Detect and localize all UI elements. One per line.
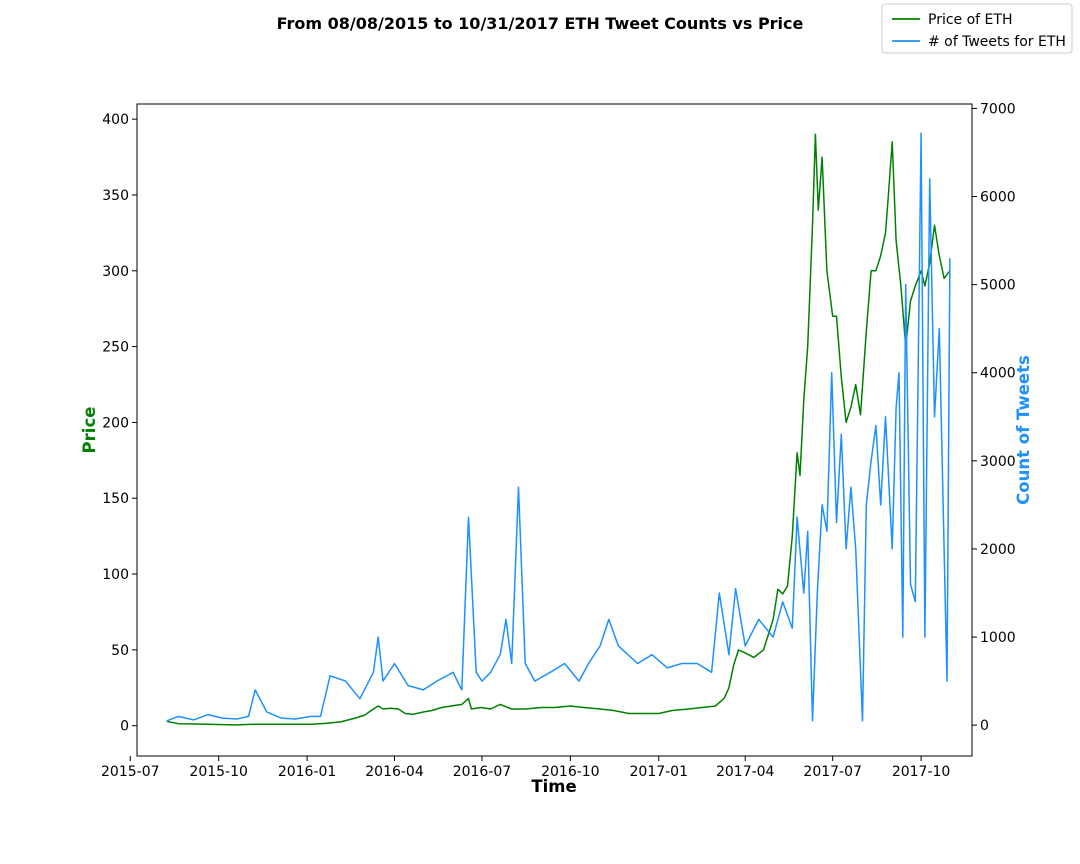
- x-tick-label: 2015-07: [101, 764, 160, 780]
- tweets-series-line: [166, 132, 951, 722]
- y-left-tick-label: 300: [102, 264, 129, 280]
- x-axis: 2015-07 2015-10 2016-01 2016-04 2016-07 2016-…: [101, 756, 950, 780]
- y-right-tick-label: 1000: [980, 630, 1016, 646]
- y-right-tick-label: 6000: [980, 190, 1016, 206]
- y-left-tick-label: 50: [111, 643, 129, 659]
- x-tick-label: 2015-10: [189, 764, 248, 780]
- y-axis-left-label: Price: [80, 407, 99, 454]
- chart-title: From 08/08/2015 to 10/31/2017 ETH Tweet …: [277, 14, 804, 33]
- y-left-tick-label: 200: [102, 415, 129, 431]
- y-right-tick-label: 3000: [980, 454, 1016, 470]
- x-tick-label: 2017-01: [630, 764, 689, 780]
- plot-area: 2015-07 2015-10 2016-01 2016-04 2016-07 2016-…: [101, 101, 1016, 780]
- x-tick-label: 2017-10: [892, 764, 951, 780]
- y-right-tick-label: 2000: [980, 542, 1016, 558]
- x-tick-label: 2017-07: [803, 764, 862, 780]
- x-tick-label: 2016-07: [453, 764, 512, 780]
- x-tick-label: 2017-04: [716, 764, 775, 780]
- legend: Price of ETH # of Tweets for ETH: [881, 3, 1073, 54]
- y-axis-left: 0 50 100 150 200 250 300 350 400: [102, 112, 137, 735]
- y-axis-right: 0 1000 2000 3000 4000 5000 6000 7000: [972, 101, 1016, 734]
- x-axis-label: Time: [531, 777, 576, 796]
- y-left-tick-label: 100: [102, 567, 129, 583]
- y-left-tick-label: 0: [120, 719, 129, 735]
- plot-frame: [136, 103, 973, 757]
- y-right-tick-label: 4000: [980, 366, 1016, 382]
- legend-tweets-label: # of Tweets for ETH: [928, 34, 1066, 50]
- x-tick-label: 2016-10: [541, 764, 600, 780]
- x-tick-label: 2016-04: [365, 764, 424, 780]
- price-series-line: [166, 133, 951, 726]
- x-tick-label: 2016-01: [278, 764, 337, 780]
- y-left-tick-label: 350: [102, 188, 129, 204]
- y-left-tick-label: 400: [102, 112, 129, 128]
- legend-price-label: Price of ETH: [928, 12, 1012, 28]
- y-right-tick-label: 5000: [980, 278, 1016, 294]
- series-layer: [166, 132, 951, 726]
- y-right-tick-label: 7000: [980, 101, 1016, 117]
- y-axis-right-label: Count of Tweets: [1014, 355, 1033, 505]
- y-right-tick-label: 0: [980, 718, 989, 734]
- y-left-tick-label: 150: [102, 491, 129, 507]
- legend-frame: [881, 3, 1073, 54]
- y-left-tick-label: 250: [102, 340, 129, 356]
